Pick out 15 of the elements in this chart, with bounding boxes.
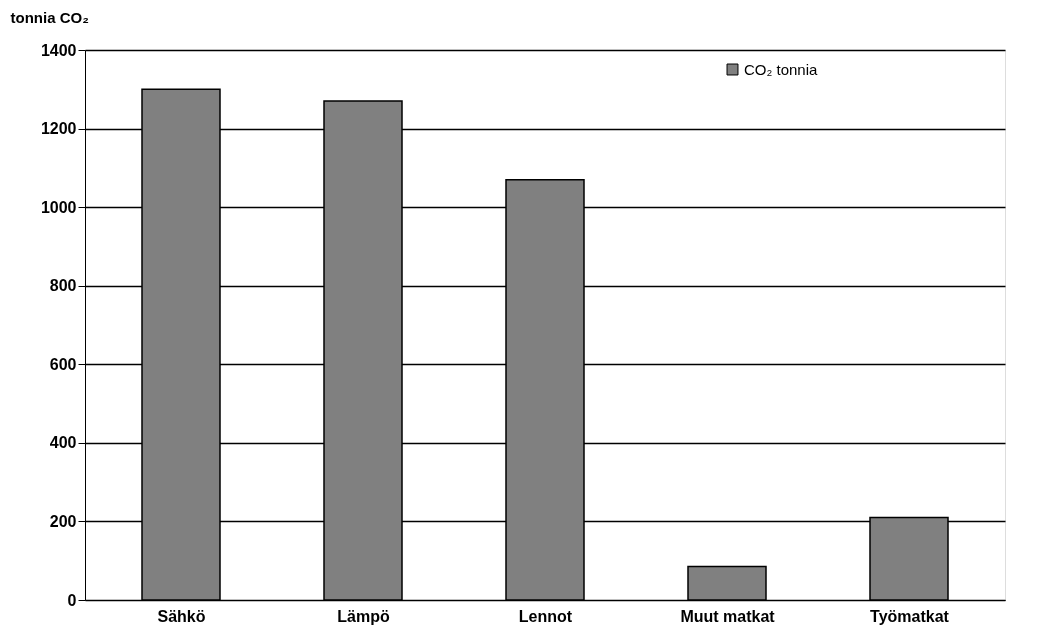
x-tick-label: Työmatkat <box>870 607 950 625</box>
x-tick-label: Lennot <box>518 607 573 625</box>
y-tick-label: 1200 <box>40 120 77 138</box>
y-tick-label: 1000 <box>40 198 77 216</box>
y-tick-label: 600 <box>49 355 77 373</box>
y-tick-label: 200 <box>49 512 77 530</box>
legend-label: CO₂ tonnia <box>744 60 819 78</box>
y-tick-label: 400 <box>49 434 77 452</box>
y-tick-label: 1400 <box>40 41 77 59</box>
y-tick-label: 800 <box>49 277 77 295</box>
x-tick-label: Muut matkat <box>680 607 776 625</box>
y-tick-label: 0 <box>67 591 77 609</box>
y-axis-title: tonnia CO₂ <box>10 8 89 26</box>
x-tick-label: Lämpö <box>337 607 390 625</box>
x-tick-label: Sähkö <box>157 607 206 625</box>
